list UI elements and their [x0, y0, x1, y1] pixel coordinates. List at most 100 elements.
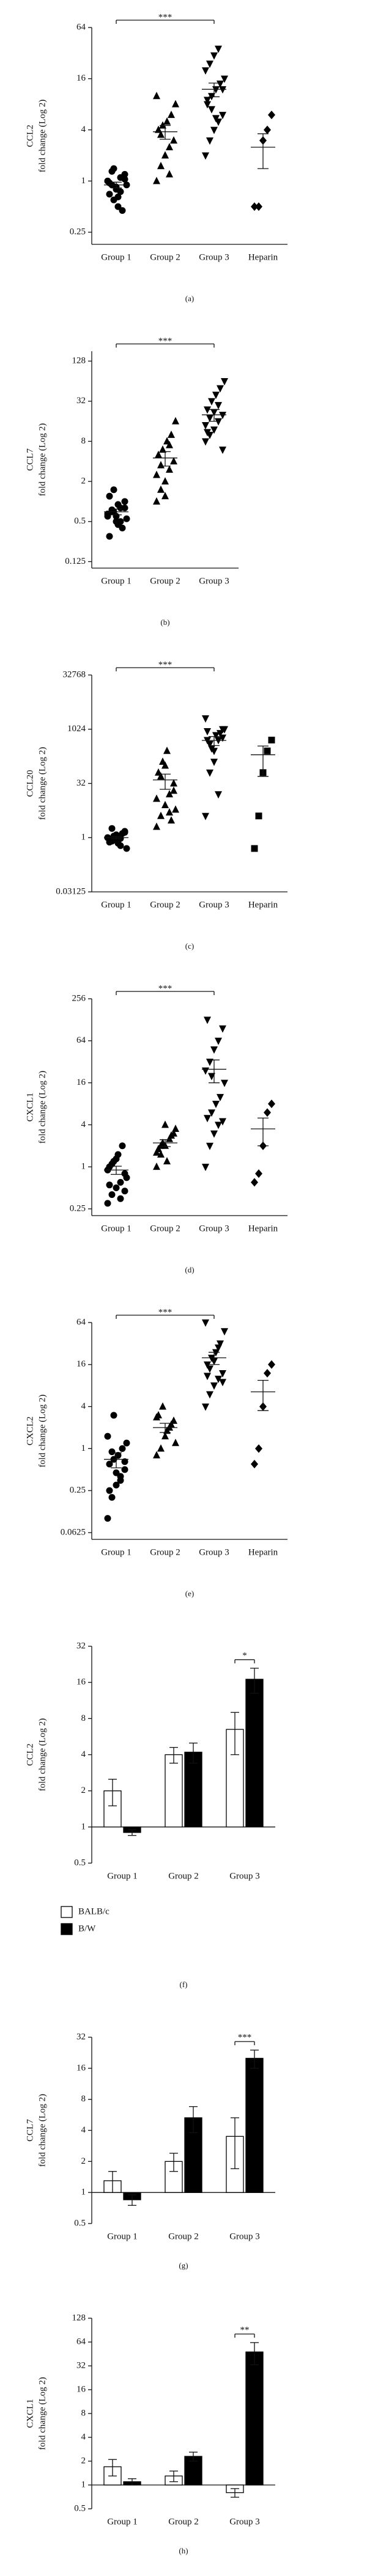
point — [212, 86, 220, 94]
point — [212, 1349, 220, 1357]
point — [204, 1361, 211, 1369]
bar — [184, 1751, 202, 1828]
point — [202, 438, 209, 446]
point — [121, 1458, 128, 1465]
point — [117, 1476, 124, 1484]
y-tick-label: 64 — [76, 2337, 86, 2346]
point — [168, 1131, 175, 1139]
point — [157, 811, 165, 819]
point — [157, 161, 165, 169]
x-tick-label: Group 1 — [101, 1547, 132, 1557]
point — [208, 1073, 215, 1081]
legend-swatch — [61, 1923, 73, 1935]
significance-label: *** — [158, 1307, 172, 1317]
point — [212, 1100, 220, 1108]
point — [166, 808, 173, 816]
point — [251, 845, 258, 852]
y-axis-label: fold change (Log 2) — [37, 100, 47, 173]
significance-label: *** — [158, 660, 172, 670]
y-tick-label: 32 — [76, 2032, 86, 2041]
point — [157, 1141, 165, 1149]
point — [212, 115, 220, 123]
point — [159, 1402, 166, 1410]
point — [153, 177, 160, 184]
point — [172, 100, 179, 108]
point — [157, 772, 165, 780]
y-tick-label: 16 — [76, 2384, 86, 2394]
point — [202, 812, 209, 820]
point — [119, 1445, 126, 1452]
y-tick-label: 0.03125 — [56, 886, 86, 896]
point — [170, 779, 177, 787]
point — [212, 732, 220, 740]
point — [121, 505, 128, 512]
point — [202, 715, 209, 723]
y-tick-label: 32768 — [63, 670, 86, 679]
point — [108, 825, 116, 832]
y-axis-label: fold change (Log 2) — [37, 747, 47, 820]
significance-label: *** — [158, 12, 172, 22]
point — [159, 445, 166, 453]
point — [204, 429, 211, 437]
point — [202, 1164, 209, 1172]
point — [219, 86, 226, 94]
y-axis-label: CCL7 — [25, 2119, 35, 2142]
point — [202, 152, 209, 160]
point — [114, 193, 122, 200]
point — [106, 1181, 113, 1189]
point — [215, 45, 222, 53]
point — [208, 106, 215, 114]
point — [268, 111, 275, 120]
y-tick-label: 2 — [81, 2456, 86, 2465]
point — [217, 1340, 224, 1348]
point — [204, 1115, 211, 1123]
point — [108, 1160, 116, 1167]
y-tick-label: 0.5 — [74, 516, 86, 526]
point — [215, 418, 222, 426]
point — [210, 1046, 218, 1054]
point — [204, 97, 211, 104]
y-axis-label: fold change (Log 2) — [37, 1395, 47, 1468]
y-axis-label: CXCL1 — [25, 1093, 35, 1122]
point — [212, 392, 220, 400]
y-tick-label: 2 — [81, 476, 86, 486]
point — [161, 761, 169, 769]
y-axis-label: CCL2 — [25, 125, 35, 147]
point — [113, 1469, 120, 1476]
x-tick-label: Group 1 — [107, 2517, 138, 2527]
y-tick-label: 8 — [81, 2408, 86, 2418]
point — [117, 1178, 124, 1186]
point — [153, 794, 160, 802]
point — [204, 406, 211, 414]
caption: (d) — [185, 1265, 194, 1274]
y-axis-label: fold change (Log 2) — [37, 1071, 47, 1144]
point — [157, 130, 165, 138]
point — [210, 52, 218, 60]
y-tick-label: 4 — [81, 1401, 86, 1411]
point — [114, 501, 122, 508]
point — [161, 801, 169, 808]
point — [215, 791, 222, 799]
point — [255, 1169, 262, 1178]
y-tick-label: 64 — [76, 22, 86, 32]
point — [157, 461, 165, 469]
x-tick-label: Group 1 — [101, 576, 132, 586]
point — [251, 202, 258, 211]
point — [119, 207, 126, 214]
point — [153, 822, 160, 830]
point — [108, 1448, 116, 1456]
y-axis-label: fold change (Log 2) — [37, 423, 47, 497]
point — [123, 845, 130, 852]
point — [113, 1184, 120, 1192]
y-tick-label: 2 — [81, 1786, 86, 1795]
point — [204, 1016, 211, 1024]
point — [157, 1444, 165, 1452]
point — [219, 1379, 226, 1387]
x-tick-label: Group 2 — [150, 252, 180, 262]
caption: (a) — [185, 294, 194, 303]
point — [106, 191, 113, 198]
y-tick-label: 4 — [81, 2125, 86, 2135]
point — [153, 1451, 160, 1459]
point — [121, 829, 128, 836]
x-tick-label: Group 3 — [199, 576, 229, 586]
